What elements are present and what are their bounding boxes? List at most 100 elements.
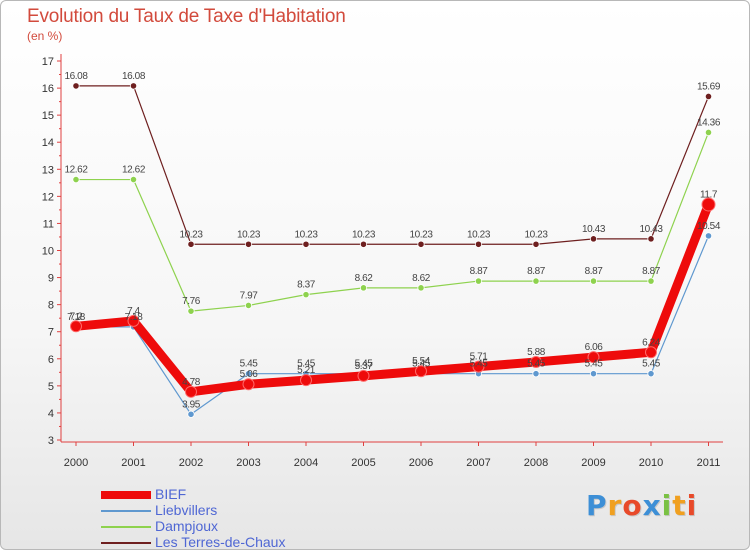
data-label: 6.24 — [642, 337, 661, 348]
data-label: 7.4 — [127, 306, 141, 317]
series-line-liebvillers — [75, 235, 710, 415]
data-label: 10.23 — [524, 229, 548, 240]
data-point — [587, 351, 600, 364]
data-label: 5.45 — [527, 359, 546, 370]
data-label: 10.54 — [697, 221, 721, 232]
series-line-bief — [71, 199, 713, 397]
data-point — [647, 277, 655, 285]
series-line-dampjoux — [75, 131, 710, 312]
data-label: 16.08 — [64, 71, 88, 82]
data-point — [589, 370, 598, 378]
data-point — [589, 235, 598, 243]
data-label: 10.23 — [179, 229, 203, 240]
logo-letter: t — [672, 489, 687, 522]
logo-letter: P — [586, 489, 608, 522]
data-label: 7.18 — [67, 312, 86, 323]
y-tick-label: 12 — [42, 191, 54, 203]
data-point — [532, 277, 540, 285]
line-chart: 3 4 5 6 7 8 9 10 11 12 13 14 15 16 17 2000 2001 2002 2003 2… — [42, 54, 723, 469]
data-label: 8.87 — [527, 266, 546, 277]
data-point — [129, 82, 138, 90]
chart-subtitle: (en %) — [27, 29, 63, 43]
data-label: 14.36 — [697, 117, 721, 128]
data-label: 8.87 — [470, 266, 489, 277]
data-point — [129, 175, 138, 184]
legend-label: Liebvillers — [155, 502, 218, 518]
data-point — [357, 369, 370, 382]
x-tick-label: 2003 — [236, 457, 260, 469]
data-point — [72, 82, 80, 90]
y-tick-label: 13 — [42, 164, 54, 176]
data-label: 5.71 — [470, 352, 489, 363]
y-tick-label: 14 — [42, 137, 54, 149]
data-label: 5.45 — [585, 359, 604, 370]
data-label: 5.54 — [412, 356, 431, 367]
legend-label: BIEF — [155, 486, 187, 502]
data-point — [187, 307, 195, 315]
data-point — [70, 320, 82, 333]
data-label: 8.62 — [412, 273, 431, 284]
data-label: 5.45 — [412, 359, 431, 370]
y-tick-label: 3 — [48, 435, 54, 447]
data-label: 8.87 — [642, 266, 661, 277]
logo-letter: o — [622, 489, 643, 522]
logo-letter: x — [642, 489, 662, 522]
data-label: 10.23 — [409, 229, 433, 240]
proxiti-logo: Proxiti — [586, 489, 697, 522]
data-point — [302, 240, 310, 248]
chart-title: Evolution du Taux de Taxe d'Habitation — [27, 6, 346, 27]
data-point — [647, 235, 655, 243]
data-label: 5.88 — [527, 347, 546, 358]
x-tick-label: 2007 — [466, 457, 490, 469]
x-tick-label: 2004 — [294, 457, 318, 469]
y-tick-label: 15 — [42, 110, 54, 122]
x-tick-label: 2009 — [581, 457, 605, 469]
y-tick-label: 9 — [48, 273, 54, 285]
data-label: 7.76 — [182, 296, 201, 307]
data-label: 10.23 — [352, 229, 376, 240]
data-point — [359, 284, 368, 292]
data-point — [704, 92, 713, 101]
y-tick-label: 8 — [48, 300, 54, 312]
data-label: 16.08 — [122, 71, 146, 82]
data-point — [645, 346, 657, 359]
legend-label: Les Terres-de-Chaux — [155, 534, 286, 550]
data-label: 8.62 — [355, 273, 374, 284]
legend-swatch — [101, 526, 151, 528]
data-point — [187, 240, 195, 248]
data-label: 11.7 — [700, 189, 718, 200]
data-label: 7.18 — [125, 312, 144, 323]
data-label: 5.45 — [642, 359, 661, 370]
data-label: 12.62 — [64, 165, 88, 176]
y-tick-label: 4 — [48, 408, 54, 420]
data-label: 12.62 — [122, 165, 146, 176]
data-point — [187, 410, 195, 418]
data-label: 10.43 — [639, 224, 663, 235]
data-label: 10.23 — [237, 229, 261, 240]
x-tick-label: 2002 — [179, 457, 203, 469]
x-tick-label: 2000 — [64, 457, 88, 469]
data-point — [474, 277, 483, 285]
y-tick-label: 5 — [48, 381, 54, 393]
data-label: 7.97 — [240, 290, 259, 301]
data-point — [530, 356, 542, 369]
data-point — [72, 175, 80, 184]
data-label: 5.45 — [470, 359, 489, 370]
data-label: 4.78 — [182, 377, 201, 388]
data-label: 3.95 — [182, 399, 201, 410]
logo-letter: i — [686, 489, 698, 522]
data-point — [701, 197, 716, 212]
legend-swatch — [101, 491, 151, 499]
y-tick-label: 11 — [43, 218, 54, 230]
data-point — [474, 240, 483, 248]
data-label: 8.87 — [585, 266, 604, 277]
data-label: 5.21 — [297, 365, 316, 376]
data-label: 10.23 — [467, 229, 491, 240]
x-tick-label: 2011 — [697, 457, 721, 469]
x-tick-label: 2006 — [409, 457, 433, 469]
data-point — [704, 128, 713, 137]
data-point — [647, 370, 655, 378]
y-tick-label: 10 — [42, 246, 54, 258]
y-tick-label: 7 — [48, 327, 54, 339]
